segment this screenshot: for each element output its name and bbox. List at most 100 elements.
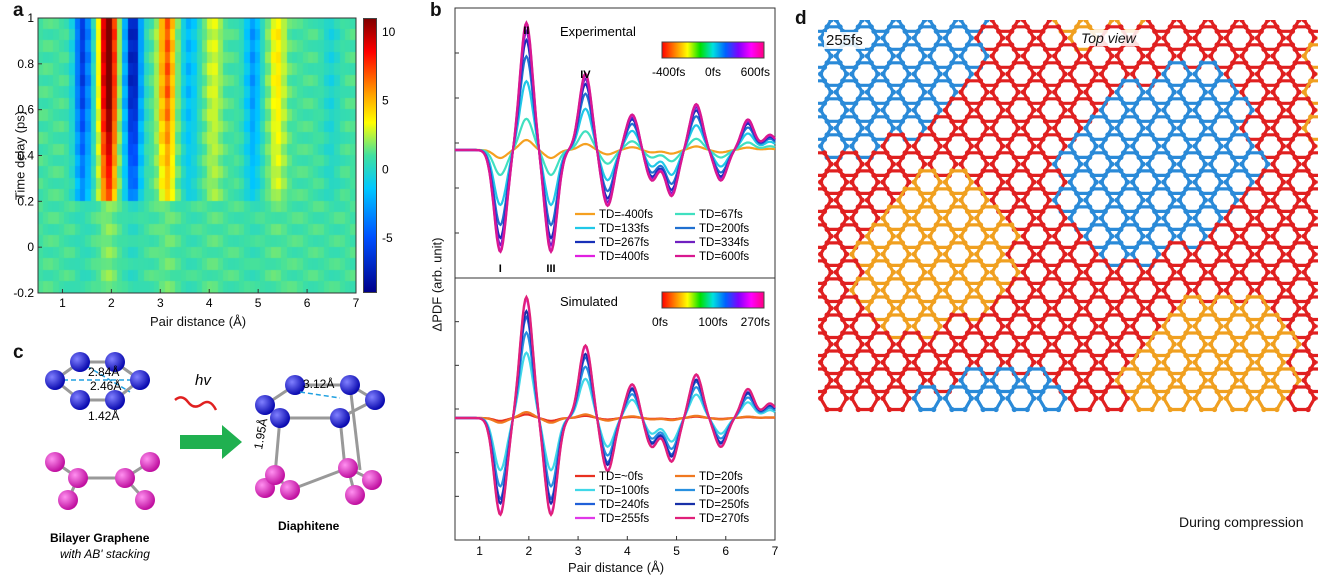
lattice-atom xyxy=(1211,312,1218,318)
lattice-atom xyxy=(1230,24,1236,30)
lattice-atom xyxy=(875,35,881,41)
lattice-ring xyxy=(1255,385,1285,412)
lattice-atom xyxy=(964,222,971,228)
lattice-atom xyxy=(1289,42,1296,48)
lattice-atom xyxy=(899,204,906,210)
lattice-atom xyxy=(1000,323,1006,329)
lattice-atom xyxy=(1000,287,1006,293)
lattice-atom xyxy=(1071,366,1077,372)
lattice-atom xyxy=(911,107,917,113)
lattice-atom xyxy=(1176,269,1182,275)
x-tick-label: 2 xyxy=(526,544,533,558)
lattice-atom xyxy=(1040,42,1046,48)
lattice-atom xyxy=(1196,294,1202,300)
lattice-atom xyxy=(1312,179,1318,185)
lattice-atom xyxy=(1308,78,1314,84)
lattice-atom xyxy=(937,71,943,77)
lattice-atom xyxy=(1109,233,1115,239)
lattice-atom xyxy=(993,384,999,390)
lattice-atom xyxy=(853,186,859,192)
lattice-atom xyxy=(915,294,921,300)
lattice-atom xyxy=(1161,251,1167,257)
lattice-atom xyxy=(880,107,886,113)
lattice-atom xyxy=(886,406,893,413)
lattice-atom xyxy=(886,204,893,210)
lattice-atom xyxy=(899,406,906,413)
lattice-atom xyxy=(1258,42,1264,48)
lattice-atom xyxy=(1286,215,1292,221)
lattice-atom xyxy=(1245,78,1251,84)
lattice-atom xyxy=(1040,78,1046,84)
lattice-atom xyxy=(953,341,959,347)
lattice-atom xyxy=(1087,240,1093,246)
lattice-atom xyxy=(1227,222,1233,228)
lattice-atom xyxy=(1218,35,1224,41)
lattice-atom xyxy=(1230,348,1236,354)
lattice-atom xyxy=(855,204,861,210)
lattice-atom xyxy=(1071,42,1077,48)
lattice-atom xyxy=(1180,24,1186,30)
lattice-atom xyxy=(880,323,886,329)
lattice-atom xyxy=(1145,377,1151,383)
lattice-atom xyxy=(1130,395,1136,401)
lattice-atom xyxy=(1087,60,1093,66)
lattice-atom xyxy=(1261,312,1267,318)
lattice-atom xyxy=(1211,204,1218,210)
colorbar-label: 0fs xyxy=(705,65,721,79)
lattice-atom xyxy=(974,395,980,401)
lattice-atom xyxy=(968,359,974,365)
lattice-atom xyxy=(984,197,990,203)
lattice-atom xyxy=(1258,222,1264,228)
lattice-atom xyxy=(1089,258,1095,264)
lattice-atom xyxy=(1183,114,1189,120)
lattice-atom xyxy=(849,359,855,365)
lattice-atom xyxy=(1109,341,1115,347)
lattice-atom xyxy=(922,125,928,131)
lattice-atom xyxy=(884,186,890,192)
lattice-atom xyxy=(1015,233,1021,239)
lattice-atom xyxy=(840,78,846,84)
lattice-atom xyxy=(1218,71,1224,77)
lattice-atom xyxy=(993,24,999,30)
lattice-atom xyxy=(989,377,995,383)
lattice-atom xyxy=(821,222,828,228)
lattice-atom xyxy=(896,377,902,383)
lattice-atom xyxy=(1062,143,1068,149)
lattice-atom xyxy=(984,341,990,347)
lattice-atom xyxy=(1027,114,1033,120)
lattice-atom xyxy=(1245,366,1251,372)
lattice-atom xyxy=(859,305,865,311)
panel-letter-b: b xyxy=(430,0,442,21)
lattice-atom xyxy=(1258,78,1264,84)
lattice-atom xyxy=(942,287,948,293)
lattice-atom xyxy=(1087,24,1093,30)
lattice-atom xyxy=(828,197,834,203)
lattice-atom xyxy=(937,287,943,293)
lattice-atom xyxy=(1198,24,1205,30)
lattice-atom xyxy=(1058,186,1064,192)
lattice-atom xyxy=(931,60,937,66)
lattice-atom xyxy=(1198,348,1205,354)
lattice-atom xyxy=(1156,71,1162,77)
lattice-atom xyxy=(1239,53,1245,59)
lattice-atom xyxy=(980,384,986,390)
lattice-atom xyxy=(884,78,890,84)
lattice-atom xyxy=(896,197,902,203)
lattice-atom xyxy=(1118,132,1124,138)
lattice-atom xyxy=(1227,42,1233,48)
lattice-atom xyxy=(880,215,886,221)
lattice-atom xyxy=(1234,53,1240,59)
lattice-atom xyxy=(868,384,874,390)
lattice-atom xyxy=(1046,89,1052,95)
lattice-atom xyxy=(1230,276,1236,282)
lattice-atom xyxy=(931,168,937,174)
lattice-atom xyxy=(1165,114,1171,120)
lattice-atom xyxy=(1249,107,1255,113)
lattice-atom xyxy=(1176,305,1182,311)
lattice-atom xyxy=(1296,269,1302,275)
lattice-atom xyxy=(1109,20,1115,23)
lattice-atom xyxy=(840,258,846,264)
lattice-atom xyxy=(1105,96,1111,102)
lattice-atom xyxy=(980,168,986,174)
